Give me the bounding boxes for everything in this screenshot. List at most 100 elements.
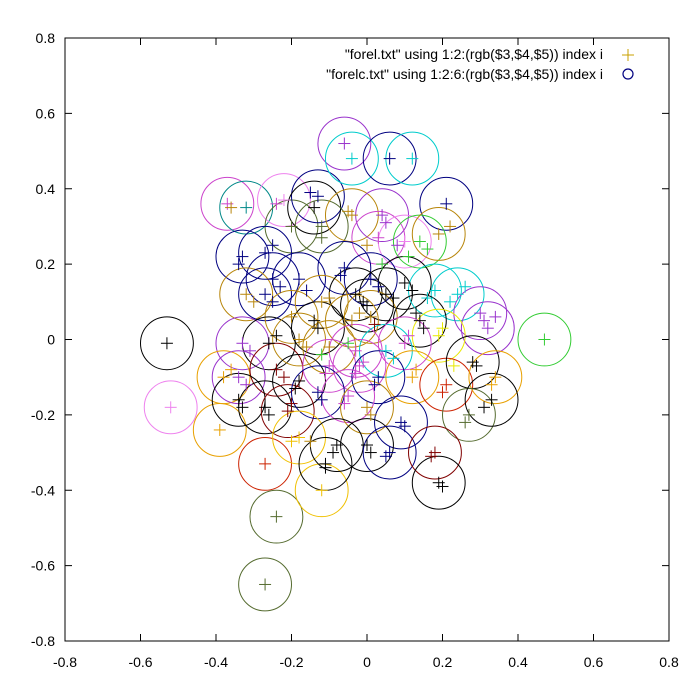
cluster-circle xyxy=(464,372,519,427)
point-plus xyxy=(308,314,321,327)
point-plus xyxy=(413,314,426,327)
point-plus xyxy=(364,310,377,323)
cluster-circle xyxy=(249,489,304,544)
legend-plus-symbol xyxy=(622,49,634,61)
point-plus xyxy=(262,337,275,350)
point-plus xyxy=(323,341,336,354)
data-marks xyxy=(140,116,572,612)
point-plus xyxy=(485,393,498,406)
cluster-circle xyxy=(238,557,293,612)
point-plus xyxy=(364,408,377,421)
point-plus xyxy=(383,152,396,165)
point-plus xyxy=(372,231,385,244)
point-plus xyxy=(357,295,370,308)
cluster-circle xyxy=(411,455,466,510)
point-plus xyxy=(459,416,472,429)
point-plus xyxy=(281,405,294,418)
x-tick-label: 0.2 xyxy=(433,654,453,670)
y-tick-label: 0.8 xyxy=(36,30,56,46)
cluster-circle xyxy=(215,229,270,284)
cluster-circle xyxy=(362,425,417,480)
point-plus xyxy=(345,314,358,327)
point-plus xyxy=(293,431,306,444)
point-plus xyxy=(236,337,249,350)
point-plus xyxy=(311,386,324,399)
cluster-circle xyxy=(392,293,447,348)
point-plus xyxy=(432,329,445,342)
x-tick-label: -0.8 xyxy=(53,654,77,670)
y-tick-label: -0.2 xyxy=(31,407,55,423)
y-tick-label: 0.6 xyxy=(36,105,56,121)
point-plus xyxy=(289,382,302,395)
point-plus xyxy=(315,220,328,233)
point-plus xyxy=(308,201,321,214)
point-plus xyxy=(387,292,400,305)
x-tick-label: 0.6 xyxy=(584,654,604,670)
point-plus xyxy=(481,322,494,335)
cluster-circle xyxy=(377,316,432,371)
point-plus xyxy=(240,201,253,214)
point-plus xyxy=(428,284,441,297)
point-plus xyxy=(266,239,279,252)
point-plus xyxy=(213,423,226,436)
point-plus xyxy=(379,450,392,463)
point-plus xyxy=(376,209,389,222)
point-plus xyxy=(270,197,283,210)
point-plus xyxy=(270,363,283,376)
point-plus xyxy=(240,378,253,391)
point-plus xyxy=(391,239,404,252)
point-plus xyxy=(402,329,415,342)
point-plus xyxy=(398,337,411,350)
point-plus xyxy=(478,314,491,327)
point-plus xyxy=(315,295,328,308)
point-plus xyxy=(462,408,475,421)
point-plus xyxy=(338,397,351,410)
point-plus xyxy=(338,137,351,150)
point-plus xyxy=(398,235,411,248)
point-plus xyxy=(323,292,336,305)
point-plus xyxy=(240,288,253,301)
cluster-circle xyxy=(442,387,496,442)
point-plus xyxy=(451,288,464,301)
point-plus xyxy=(285,310,298,323)
point-plus xyxy=(247,295,260,308)
point-plus xyxy=(436,322,449,335)
point-plus xyxy=(225,201,238,214)
x-tick-label: -0.2 xyxy=(279,654,303,670)
cluster-circle xyxy=(317,240,372,295)
cluster-circle xyxy=(340,380,394,435)
point-plus xyxy=(368,378,381,391)
point-plus xyxy=(372,280,385,293)
point-plus xyxy=(421,292,434,305)
point-plus xyxy=(285,435,298,448)
cluster-circle xyxy=(324,131,379,186)
point-plus xyxy=(342,205,355,218)
point-plus xyxy=(402,250,415,263)
x-tick-label: -0.4 xyxy=(204,654,228,670)
point-plus xyxy=(372,371,385,384)
point-plus xyxy=(270,510,283,523)
point-plus xyxy=(436,480,449,493)
point-plus xyxy=(334,269,347,282)
point-plus xyxy=(406,284,419,297)
point-plus xyxy=(413,235,426,248)
cluster-circle xyxy=(343,289,398,344)
point-plus xyxy=(293,374,306,387)
point-plus xyxy=(406,371,419,384)
axis-ticks: -0.8 -0.6 -0.4 -0.2 0 0.2 0.4 0.6 0.8 -0.8 -0.6 -0.… xyxy=(31,30,679,670)
cluster-circle xyxy=(257,173,311,227)
point-plus xyxy=(277,371,290,384)
cluster-circle xyxy=(351,350,406,405)
point-plus xyxy=(478,401,491,414)
legend: "forel.txt" using 1:2:(rgb($3,$4,$5)) in… xyxy=(326,46,634,82)
x-tick-label: 0 xyxy=(363,654,371,670)
point-plus xyxy=(425,450,438,463)
point-plus xyxy=(232,371,245,384)
point-plus xyxy=(485,378,498,391)
point-plus xyxy=(323,359,336,372)
point-plus xyxy=(436,386,449,399)
point-plus xyxy=(470,359,483,372)
cluster-circle xyxy=(385,350,440,405)
cluster-circle xyxy=(460,301,515,356)
point-plus xyxy=(262,408,275,421)
